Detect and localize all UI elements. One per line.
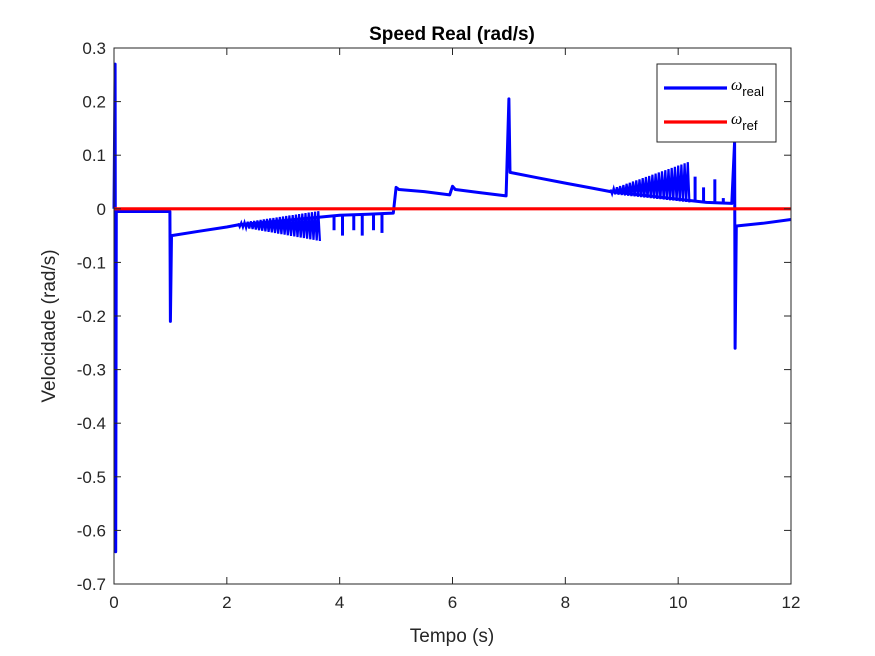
x-tick-label: 6 — [448, 593, 457, 612]
legend-subscript-real: real — [742, 84, 764, 99]
x-tick-label: 4 — [335, 593, 344, 612]
x-tick-label: 8 — [561, 593, 570, 612]
y-tick-label: -0.6 — [77, 521, 106, 540]
y-tick-label: -0.4 — [77, 414, 106, 433]
legend-box — [656, 63, 777, 143]
data-layer — [112, 62, 792, 554]
x-tick-label: 2 — [222, 593, 231, 612]
series-real-oscillation-2 — [609, 162, 691, 203]
y-tick-label: -0.3 — [77, 361, 106, 380]
legend-subscript-ref: ref — [742, 118, 758, 133]
y-tick-label: -0.5 — [77, 468, 106, 487]
y-tick-label: -0.1 — [77, 253, 106, 272]
y-tick-label: 0 — [97, 200, 106, 219]
y-tick-label: -0.7 — [77, 575, 106, 594]
chart-title: Speed Real (rad/s) — [369, 24, 535, 45]
y-tick-label: 0.2 — [82, 93, 106, 112]
y-axis-label: Velocidade (rad/s) — [39, 249, 60, 402]
x-tick-label: 0 — [109, 593, 118, 612]
x-axis-label: Tempo (s) — [410, 626, 494, 647]
y-tick-label: -0.2 — [77, 307, 106, 326]
y-tick-label: 0.1 — [82, 146, 106, 165]
series-real-oscillation-1 — [237, 211, 321, 242]
x-tick-label: 12 — [782, 593, 801, 612]
ticks-layer: 0 2 4 6 8 10 12 0.3 0.2 0.1 0 -0.1 -0.2 -0.3 -0.4 -0.5 -… — [77, 39, 801, 612]
x-tick-label: 10 — [669, 593, 688, 612]
y-tick-label: 0.3 — [82, 39, 106, 58]
